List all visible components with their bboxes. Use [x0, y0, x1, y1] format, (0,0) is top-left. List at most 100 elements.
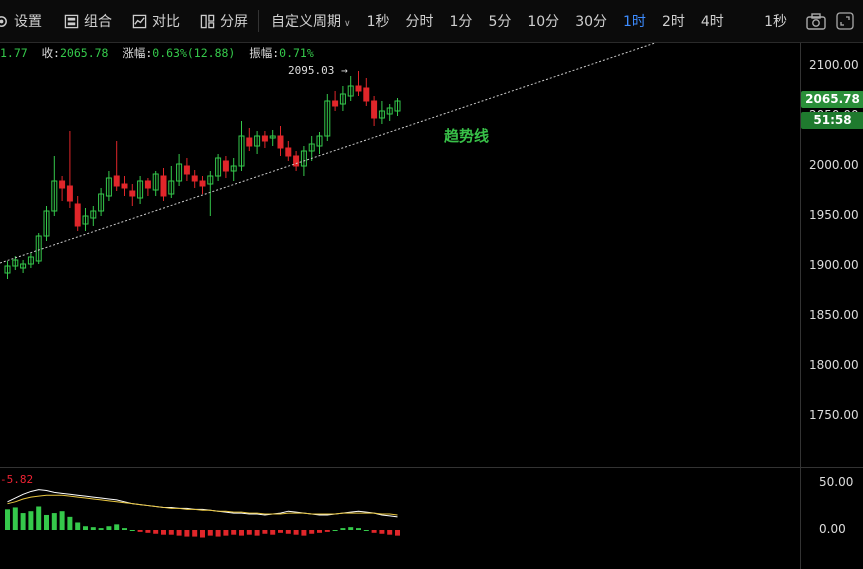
split-screen-icon — [200, 14, 215, 28]
candle-body — [12, 259, 19, 267]
candle-body — [285, 147, 292, 157]
candle-body — [222, 160, 229, 172]
info-prefix: 1.77 — [0, 46, 28, 60]
candle-body — [254, 135, 261, 147]
candle-body — [277, 135, 284, 149]
candle-body — [300, 150, 307, 167]
panel-divider — [0, 467, 863, 468]
candle-body — [378, 110, 385, 119]
amplitude-label: 振幅: — [249, 46, 280, 60]
compare-chart-icon — [132, 14, 147, 28]
settings-button[interactable]: 设置 — [0, 0, 54, 43]
candle-body — [113, 175, 120, 187]
price-axis-tick: 2000.00 — [809, 158, 859, 172]
expand-button[interactable] — [831, 6, 859, 36]
macd-histogram-bar — [122, 528, 127, 530]
candle-body — [35, 235, 42, 262]
candle-body — [308, 143, 315, 152]
candle-body — [66, 185, 73, 202]
macd-histogram-bar — [223, 530, 229, 536]
macd-histogram-bar — [332, 530, 338, 531]
macd-dif-line — [7, 489, 398, 518]
trend-line-label: 趋势线 — [444, 127, 490, 145]
toolbar: 设置 组合 对比 分屏 自定义周期 ∨ 1秒 分时 1分 5分 10分 30分 1时 2时 4时 … — [0, 0, 863, 43]
candle-body — [394, 100, 401, 112]
settings-label: 设置 — [14, 14, 42, 30]
candle-body — [269, 135, 276, 139]
price-axis-tick: 1950.00 — [809, 208, 859, 222]
macd-histogram-bar — [129, 530, 135, 531]
macd-histogram-bar — [371, 530, 377, 533]
macd-histogram-bar — [356, 528, 361, 530]
change-label: 涨幅: — [122, 46, 153, 60]
candle-body — [183, 165, 190, 175]
period-tab-5[interactable]: 30分 — [575, 14, 608, 30]
period-tab-3[interactable]: 5分 — [488, 14, 512, 30]
price-axis-tick: 1800.00 — [809, 358, 859, 372]
countdown-tag: 51:58 — [801, 112, 863, 129]
macd-histogram-bar — [106, 526, 112, 530]
change-value: 0.63%(12.88) — [152, 46, 236, 60]
ohlc-info-bar: 1.77 收:2065.78 涨幅:0.63%(12.88) 振幅:0.71% — [0, 45, 314, 61]
candle-body — [51, 180, 58, 212]
macd-histogram-bar — [44, 514, 49, 530]
macd-histogram-bar — [67, 516, 73, 530]
period-tab-4[interactable]: 10分 — [527, 14, 560, 30]
split-screen-label: 分屏 — [220, 14, 248, 30]
period-tab-7[interactable]: 2时 — [661, 14, 685, 30]
split-screen-button[interactable]: 分屏 — [190, 0, 258, 43]
macd-histogram-bar — [59, 511, 65, 530]
candlestick-chart[interactable] — [0, 43, 800, 569]
macd-histogram-bar — [395, 530, 400, 536]
candle-body — [355, 85, 362, 92]
current-price-tag: 2065.78 — [801, 91, 863, 108]
candle-body — [144, 180, 151, 189]
macd-histogram-bar — [114, 524, 120, 530]
period-tab-6[interactable]: 1时 — [623, 14, 646, 30]
period-tab-1[interactable]: 分时 — [405, 14, 434, 30]
macd-histogram-bar — [348, 527, 354, 530]
screenshot-button[interactable] — [801, 6, 831, 36]
macd-histogram-bar — [51, 513, 57, 530]
candle-body — [27, 256, 34, 265]
macd-histogram-bar — [90, 527, 96, 530]
period-tab-0[interactable]: 1秒 — [366, 14, 390, 30]
candle-body — [121, 183, 128, 189]
candle-body — [199, 180, 206, 187]
candle-body — [332, 100, 339, 107]
macd-histogram-bar — [324, 530, 330, 532]
macd-value: -5.82 — [0, 473, 34, 486]
gear-icon — [0, 15, 7, 27]
macd-histogram-bar — [309, 530, 315, 534]
macd-histogram-bar — [192, 530, 198, 537]
custom-period-dropdown[interactable]: 自定义周期 ∨ — [259, 11, 359, 31]
macd-histogram-bar — [36, 506, 42, 530]
macd-histogram-bar — [12, 507, 18, 530]
period-tab-8[interactable]: 4时 — [700, 14, 724, 30]
candle-body — [261, 135, 268, 142]
candle-body — [238, 135, 245, 167]
compare-button[interactable]: 对比 — [122, 0, 190, 43]
candle-body — [215, 157, 222, 177]
combo-button[interactable]: 组合 — [54, 0, 122, 43]
macd-histogram-bar — [317, 530, 322, 533]
trend-line — [0, 43, 656, 264]
candle-body — [160, 175, 167, 197]
price-axis-tick: 1750.00 — [809, 408, 859, 422]
camera-icon — [806, 12, 826, 30]
macd-histogram-bar — [83, 526, 88, 530]
candle-body — [386, 107, 393, 115]
candle-body — [339, 93, 346, 105]
candle-body — [347, 85, 354, 97]
candle-body — [129, 190, 136, 197]
high-price-marker: 2095.03 → — [288, 64, 348, 77]
candle-body — [191, 175, 198, 182]
candle-body — [74, 203, 81, 227]
macd-dea-line — [7, 494, 398, 516]
macd-histogram-bar — [168, 530, 174, 535]
period-tab-2[interactable]: 1分 — [449, 14, 473, 30]
candle-body — [230, 165, 237, 172]
close-label: 收: — [41, 46, 60, 60]
right-period-selector[interactable]: 1秒 — [764, 14, 787, 30]
candle-body — [105, 177, 112, 197]
